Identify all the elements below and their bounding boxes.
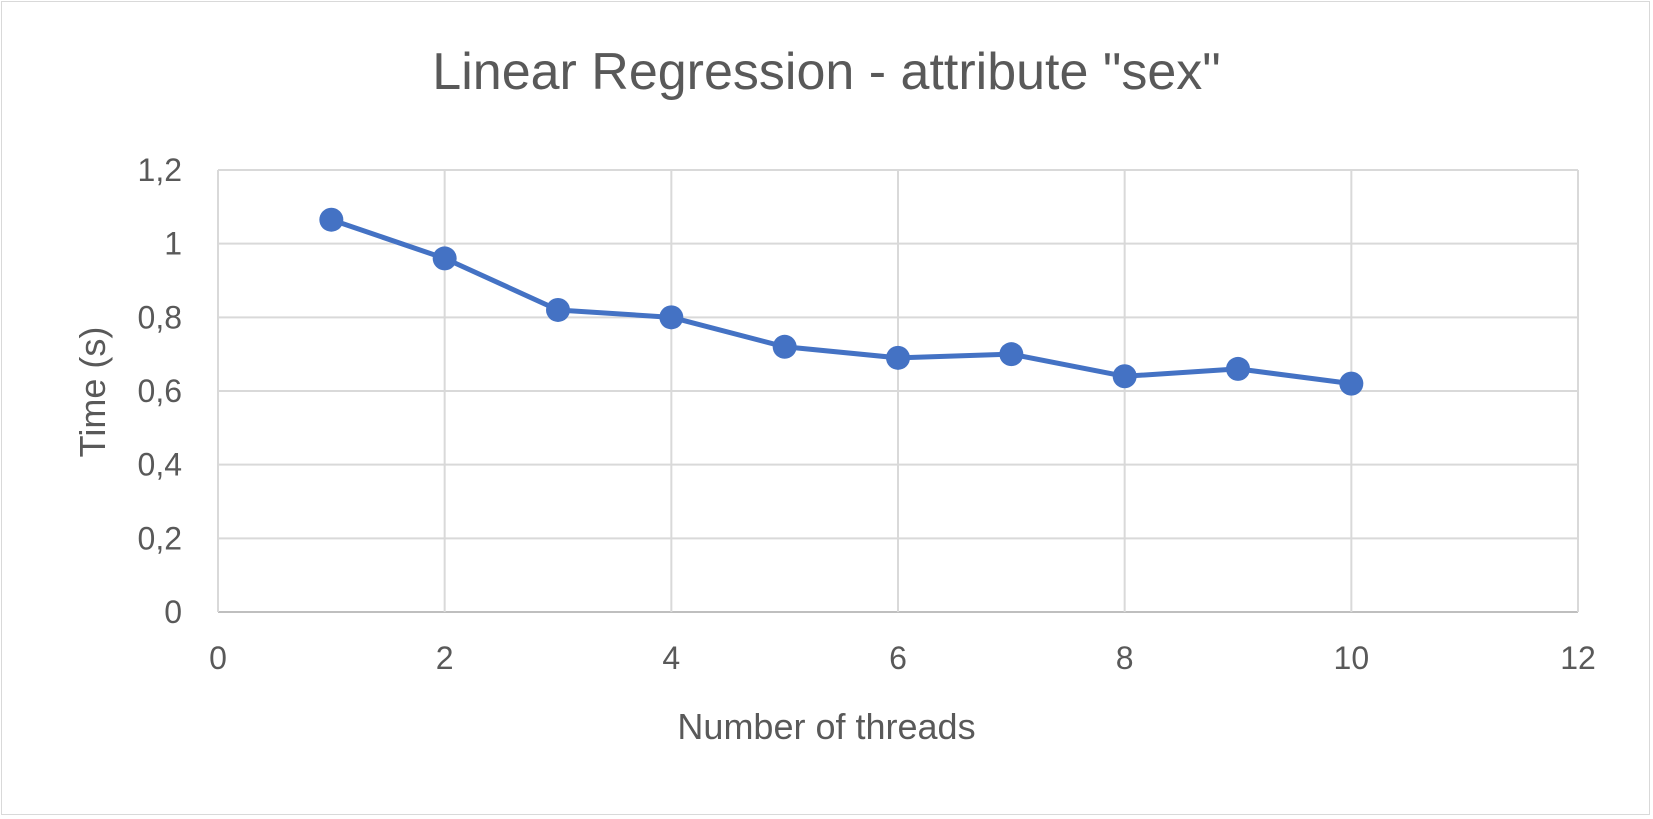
x-tick-label: 8 [1116,640,1134,676]
grid-lines [217,169,1579,613]
data-point [886,345,910,370]
y-tick-label: 0,4 [138,447,182,483]
y-tick-label: 0,2 [138,520,182,556]
data-point [319,207,344,232]
series-group [319,207,1364,396]
data-point [999,342,1024,367]
x-axis-label: Number of threads [677,706,976,747]
data-point [1339,371,1364,396]
x-tick-label: 0 [209,640,227,676]
y-tick-label: 1,2 [138,152,182,188]
chart-title: Linear Regression - attribute "sex" [432,43,1221,101]
x-tick-label: 12 [1560,640,1596,676]
data-point [659,305,684,330]
y-tick-label: 0,8 [138,299,182,335]
y-tick-label: 0 [164,594,182,630]
tick-labels: 0 0,2 0,4 0,6 0,8 1 1,2 0 2 4 6 8 10 12 [138,152,1596,676]
x-tick-label: 10 [1334,640,1370,676]
x-tick-label: 2 [436,640,454,676]
data-point [546,297,570,322]
data-point [432,246,457,271]
data-point [1226,356,1250,381]
y-tick-label: 1 [164,226,182,262]
series-line [330,217,1352,387]
y-tick-label: 0,6 [138,373,182,409]
data-point [772,334,797,359]
data-point [1112,364,1137,389]
x-tick-label: 4 [662,640,680,676]
x-tick-label: 6 [889,640,907,676]
